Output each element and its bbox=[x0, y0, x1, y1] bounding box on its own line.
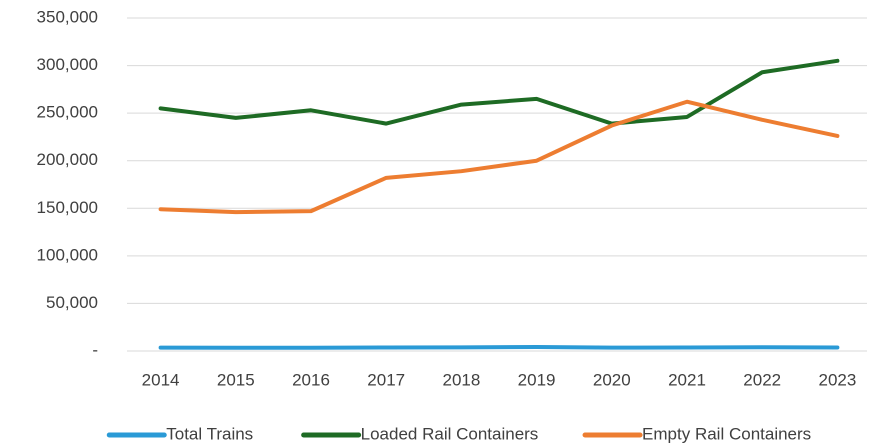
x-tick-label: 2021 bbox=[668, 370, 706, 389]
x-tick-label: 2014 bbox=[142, 370, 180, 389]
y-tick-label: 200,000 bbox=[37, 150, 98, 169]
x-tick-label: 2020 bbox=[593, 370, 631, 389]
y-tick-label: 100,000 bbox=[37, 245, 98, 264]
x-tick-label: 2022 bbox=[743, 370, 781, 389]
x-tick-label: 2015 bbox=[217, 370, 255, 389]
line bbox=[158, 58, 840, 126]
line bbox=[158, 99, 840, 215]
y-tick-label: 150,000 bbox=[37, 198, 98, 217]
line bbox=[158, 345, 840, 350]
y-tick-label: 300,000 bbox=[37, 55, 98, 74]
x-tick-label: 2016 bbox=[292, 370, 330, 389]
x-tick-label: 2017 bbox=[367, 370, 405, 389]
y-tick-label: 250,000 bbox=[37, 103, 98, 122]
y-tick-label: 50,000 bbox=[46, 293, 98, 312]
legend-label: Empty Rail Containers bbox=[642, 424, 811, 443]
y-tick-label: 350,000 bbox=[37, 7, 98, 26]
x-tick-label: 2019 bbox=[518, 370, 556, 389]
x-tick-label: 2023 bbox=[818, 370, 856, 389]
legend-label: Loaded Rail Containers bbox=[361, 424, 539, 443]
x-tick-label: 2018 bbox=[442, 370, 480, 389]
legend-label: Total Trains bbox=[166, 424, 253, 443]
y-tick-label: - bbox=[92, 340, 98, 359]
